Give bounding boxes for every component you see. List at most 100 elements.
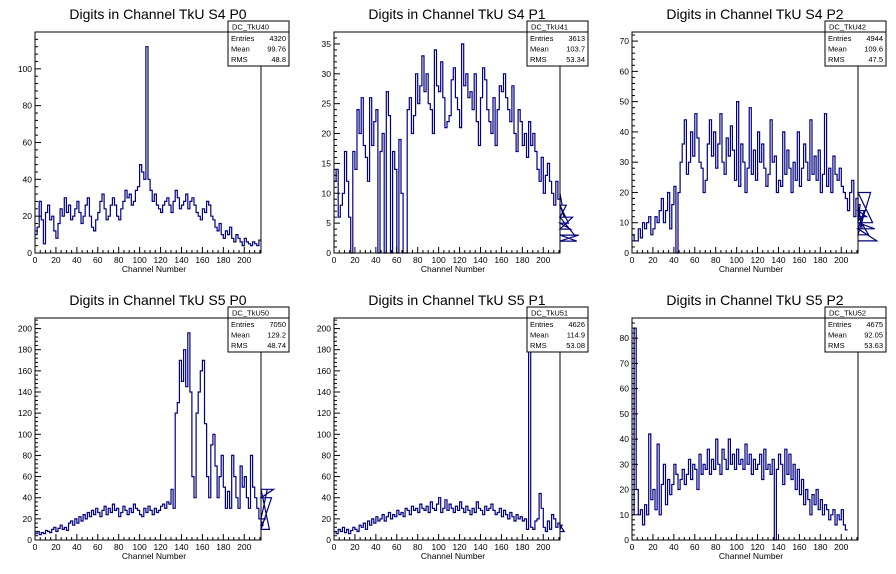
- y-tick-label: 200: [18, 324, 32, 334]
- y-tick-label: 10: [322, 188, 332, 198]
- stats-rms-label: RMS: [828, 341, 845, 350]
- stats-rms-label: RMS: [231, 341, 248, 350]
- stats-name: DC_TkU52: [829, 309, 866, 318]
- x-tick-label: 180: [813, 542, 827, 552]
- y-tick-label: 70: [620, 358, 630, 368]
- x-tick-label: 120: [750, 542, 764, 552]
- stats-box: DC_TkU42 Entries 4944 Mean 109.6 RMS 47.5: [824, 20, 887, 67]
- x-tick-label: 80: [114, 542, 124, 552]
- stats-mean-label: Mean: [828, 45, 847, 54]
- y-tick-label: 180: [18, 345, 32, 355]
- y-tick-label: 80: [23, 101, 33, 111]
- chart-title: Digits in Channel TkU S4 P1: [368, 6, 545, 22]
- x-tick-label: 120: [153, 255, 167, 265]
- y-tick-label: 0: [326, 535, 331, 545]
- y-tick-label: 80: [322, 450, 332, 460]
- stats-entries-value: 4944: [866, 34, 883, 43]
- y-tick-label: 100: [18, 429, 32, 439]
- x-tick-label: 180: [515, 542, 529, 552]
- stats-box: DC_TkU52 Entries 4675 Mean 92.05 RMS 53.63: [824, 306, 887, 353]
- stats-rms-value: 53.08: [566, 341, 585, 350]
- stats-box: DC_TkU51 Entries 4626 Mean 114.9 RMS 53.08: [526, 306, 589, 353]
- x-tick-label: 60: [93, 255, 103, 265]
- x-axis-label: Channel Number: [122, 551, 186, 561]
- stats-mean-value: 129.2: [267, 331, 286, 340]
- stats-mean-value: 109.6: [864, 45, 883, 54]
- x-tick-label: 20: [51, 255, 61, 265]
- y-tick-label: 60: [620, 66, 630, 76]
- y-tick-label: 60: [23, 472, 33, 482]
- stats-rms-value: 53.34: [566, 55, 585, 64]
- y-tick-label: 25: [322, 99, 332, 109]
- x-tick-label: 80: [711, 542, 721, 552]
- y-tick-label: 30: [620, 157, 630, 167]
- stats-name: DC_TkU41: [531, 23, 568, 32]
- x-tick-label: 140: [473, 255, 487, 265]
- x-tick-label: 200: [536, 255, 550, 265]
- x-tick-label: 180: [813, 255, 827, 265]
- plot-frame: [34, 317, 262, 541]
- x-tick-label: 200: [536, 542, 550, 552]
- y-tick-label: 100: [18, 64, 32, 74]
- x-tick-label: 100: [133, 255, 147, 265]
- plot-frame: [631, 31, 859, 254]
- histogram-panel: Digits in Channel TkU S5 P0 0 20 40 60 80 100 1…: [18, 292, 290, 561]
- y-tick-label: 40: [620, 127, 630, 137]
- x-tick-label: 140: [473, 542, 487, 552]
- stats-name: DC_TkU42: [829, 23, 866, 32]
- x-tick-label: 80: [413, 255, 423, 265]
- stats-mean-value: 92.05: [864, 331, 883, 340]
- stats-name: DC_TkU40: [232, 23, 269, 32]
- stats-entries-value: 7050: [269, 320, 286, 329]
- y-tick-label: 120: [18, 408, 32, 418]
- x-tick-label: 160: [494, 542, 508, 552]
- chart-title: Digits in Channel TkU S4 P0: [69, 6, 246, 22]
- stats-entries-value: 3613: [568, 34, 585, 43]
- x-tick-label: 60: [93, 542, 103, 552]
- x-tick-label: 120: [452, 255, 466, 265]
- x-tick-label: 200: [834, 255, 848, 265]
- x-tick-label: 180: [216, 542, 230, 552]
- x-tick-label: 160: [792, 255, 806, 265]
- x-axis-label: Channel Number: [719, 551, 783, 561]
- y-tick-label: 35: [322, 39, 332, 49]
- x-axis-label: Channel Number: [421, 264, 485, 274]
- histogram-series: [632, 101, 879, 254]
- stats-box: DC_TkU50 Entries 7050 Mean 129.2 RMS 48.74: [227, 306, 290, 353]
- x-tick-label: 80: [114, 255, 124, 265]
- stats-mean-value: 103.7: [566, 45, 585, 54]
- y-tick-label: 100: [317, 429, 331, 439]
- x-tick-label: 0: [630, 255, 635, 265]
- stats-entries-value: 4320: [269, 34, 286, 43]
- stats-entries-label: Entries: [530, 320, 554, 329]
- x-tick-label: 180: [216, 255, 230, 265]
- x-tick-label: 60: [392, 255, 402, 265]
- y-tick-label: 20: [620, 485, 630, 495]
- x-tick-label: 160: [195, 255, 209, 265]
- stats-rms-value: 48.74: [267, 341, 286, 350]
- x-tick-label: 20: [51, 542, 61, 552]
- stats-rms-value: 48.8: [271, 55, 286, 64]
- y-tick-label: 20: [620, 187, 630, 197]
- y-tick-label: 60: [322, 472, 332, 482]
- stats-name: DC_TkU50: [232, 309, 269, 318]
- y-tick-label: 70: [620, 36, 630, 46]
- x-tick-label: 140: [771, 255, 785, 265]
- y-tick-label: 60: [620, 384, 630, 394]
- stats-entries-label: Entries: [231, 320, 255, 329]
- x-tick-label: 140: [174, 542, 188, 552]
- y-tick-label: 40: [23, 493, 33, 503]
- y-tick-label: 200: [317, 324, 331, 334]
- x-tick-label: 100: [133, 542, 147, 552]
- y-tick-label: 50: [620, 97, 630, 107]
- stats-box: DC_TkU40 Entries 4320 Mean 99.76 RMS 48.8: [227, 20, 290, 67]
- y-tick-label: 10: [620, 510, 630, 520]
- histogram-panel: Digits in Channel TkU S5 P1 0 20 40 60 80 100 1…: [317, 292, 589, 561]
- stats-box: DC_TkU41 Entries 3613 Mean 103.7 RMS 53.34: [526, 20, 589, 67]
- y-tick-label: 160: [317, 366, 331, 376]
- x-tick-label: 160: [792, 542, 806, 552]
- x-tick-label: 120: [153, 542, 167, 552]
- histogram-panel: Digits in Channel TkU S4 P0 0 20 40 60 80 100 1…: [18, 6, 290, 274]
- stats-entries-label: Entries: [530, 34, 554, 43]
- x-tick-label: 60: [690, 542, 700, 552]
